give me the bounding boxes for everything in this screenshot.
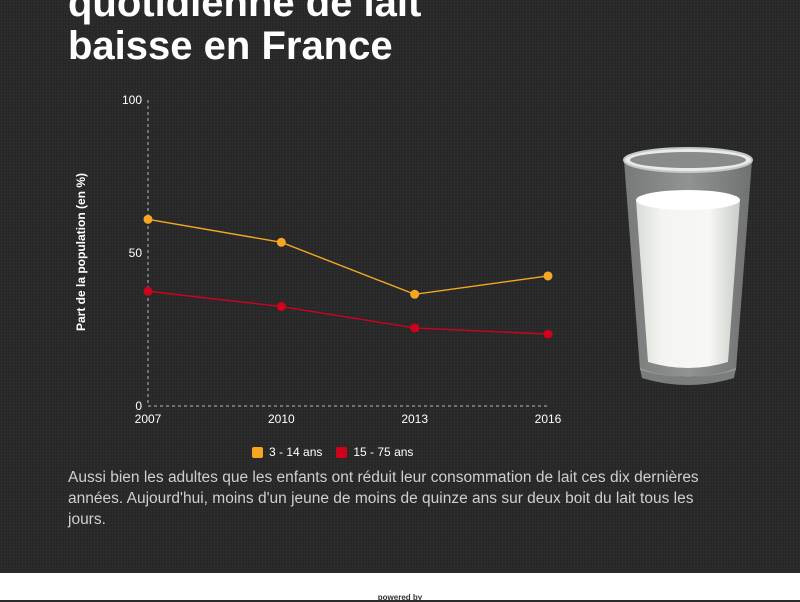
data-point: [143, 214, 153, 224]
x-tick-label: 2013: [401, 412, 428, 426]
x-tick-label: 2010: [268, 412, 295, 426]
data-point: [276, 302, 286, 312]
legend-label: 3 - 14 ans: [269, 445, 323, 459]
data-point: [543, 329, 553, 339]
data-point: [276, 237, 286, 247]
chart-description: Aussi bien les adultes que les enfants o…: [68, 469, 699, 528]
series-line-2: [147, 290, 549, 335]
chart-data-points: [143, 214, 553, 339]
title-line-1: quotidienne de lait: [68, 0, 422, 25]
y-axis-label: Part de la population (en %): [74, 173, 88, 331]
chart-axes: 0 50 100 2007 2010 2013 2016: [122, 93, 562, 426]
milk-glass-image: [623, 147, 753, 385]
y-tick-label: 50: [129, 246, 143, 260]
data-point: [143, 286, 153, 296]
chart-series-lines: [147, 218, 549, 335]
legend-swatch: [336, 446, 348, 458]
x-tick-label: 2016: [535, 412, 562, 426]
legend-label: 15 - 75 ans: [353, 445, 414, 459]
legend-item-series-1[interactable]: 3 - 14 ans: [252, 445, 322, 459]
series-line-1: [147, 218, 549, 296]
footer: powered by: [0, 573, 800, 602]
data-point: [543, 271, 553, 281]
powered-by-label: powered by: [377, 593, 423, 602]
page-title: quotidienne de lait baisse en France: [68, 0, 588, 68]
y-tick-label: 100: [122, 93, 142, 107]
data-point: [410, 289, 420, 299]
data-point: [410, 323, 420, 333]
y-tick-label: 0: [135, 399, 142, 413]
title-line-2: baisse en France: [68, 24, 393, 68]
legend-item-series-2[interactable]: 15 - 75 ans: [336, 445, 413, 459]
chart-legend: 3 - 14 ans 15 - 75 ans: [252, 445, 413, 459]
x-tick-label: 2007: [135, 412, 162, 426]
legend-swatch: [252, 446, 263, 458]
